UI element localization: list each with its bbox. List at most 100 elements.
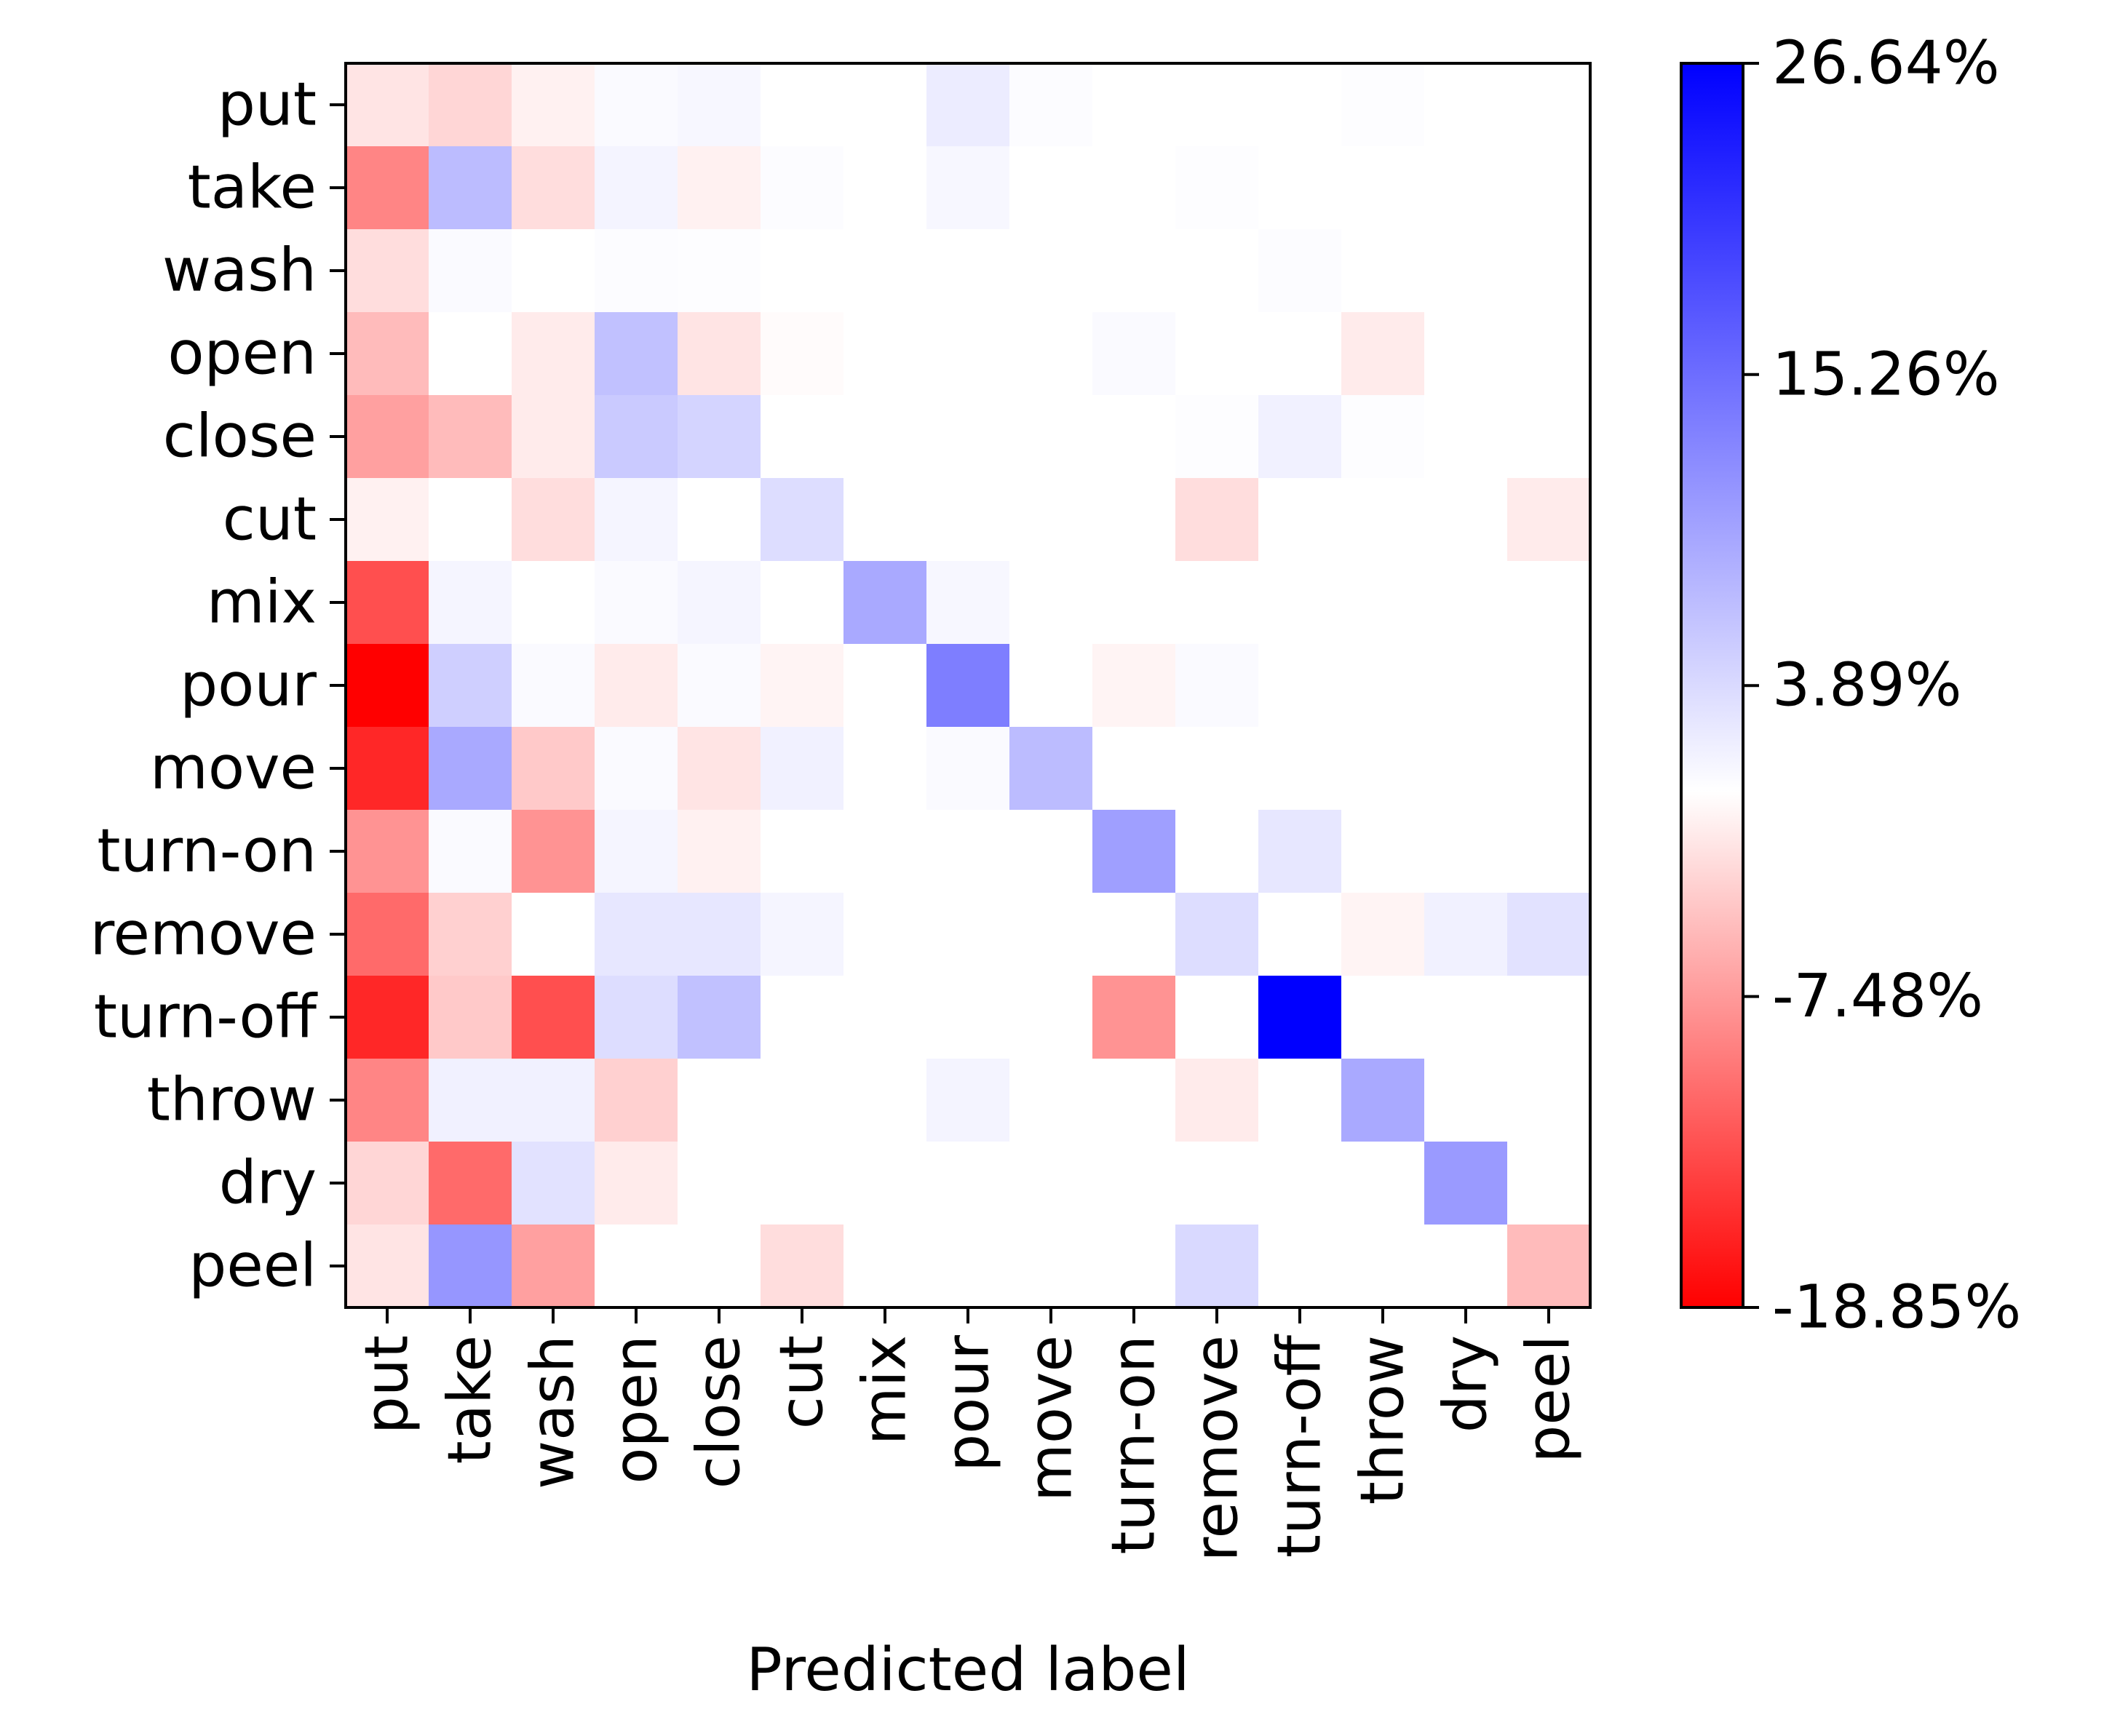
heatmap-cell — [1341, 395, 1425, 479]
x-tick-label: dry — [1432, 1335, 1501, 1433]
heatmap-cell — [429, 1059, 512, 1142]
heatmap-cell — [926, 976, 1010, 1059]
heatmap-cell — [1507, 478, 1591, 562]
heatmap-cell — [843, 229, 927, 313]
y-tick-label: open — [167, 319, 317, 389]
x-tick-label: pour — [934, 1335, 1003, 1472]
heatmap-cell — [761, 810, 844, 893]
heatmap-cell — [761, 312, 844, 396]
heatmap-cell — [1258, 810, 1342, 893]
heatmap-cell — [678, 395, 761, 479]
heatmap-cell — [512, 893, 595, 976]
y-tick-label: turn-off — [94, 983, 319, 1052]
heatmap-cell — [926, 395, 1010, 479]
heatmap-cell — [1258, 727, 1342, 811]
heatmap-cell — [429, 1225, 512, 1308]
heatmap-cell — [595, 229, 678, 313]
heatmap-cell — [678, 63, 761, 147]
heatmap-cell — [1507, 727, 1591, 811]
heatmap-cell — [512, 63, 595, 147]
x-axis-ticks: put take wash open close cut mix pour move turn-o… — [353, 1307, 1584, 1561]
heatmap-cell — [429, 1142, 512, 1225]
heatmap-cell — [595, 1225, 678, 1308]
heatmap-cell — [1258, 1225, 1342, 1308]
heatmap-cell — [512, 644, 595, 728]
heatmap-cell — [926, 561, 1010, 645]
heatmap-cell — [926, 727, 1010, 811]
heatmap-cell — [346, 312, 429, 396]
heatmap-cell — [1507, 561, 1591, 645]
heatmap-cell — [1092, 312, 1176, 396]
heatmap-cell — [1009, 1225, 1093, 1308]
heatmap-cell — [1092, 229, 1176, 313]
heatmap-cell — [843, 312, 927, 396]
heatmap-cell — [595, 893, 678, 976]
heatmap-cell — [595, 810, 678, 893]
heatmap-cell — [1092, 63, 1176, 147]
heatmap-cell — [1341, 146, 1425, 230]
y-tick-label: turn-on — [97, 817, 317, 886]
x-tick-label: put — [353, 1335, 422, 1434]
heatmap-cell — [1507, 1225, 1591, 1308]
heatmap-cell — [1424, 893, 1508, 976]
heatmap-cell — [1258, 893, 1342, 976]
heatmap-cell — [1258, 1142, 1342, 1225]
heatmap-cell — [346, 63, 429, 147]
heatmap-cell — [1175, 893, 1259, 976]
heatmap-cell — [678, 229, 761, 313]
colorbar-tick-label: 26.64% — [1772, 29, 2000, 98]
heatmap-cell — [843, 63, 927, 147]
heatmap-cell — [1424, 1225, 1508, 1308]
x-tick-label: wash — [519, 1335, 588, 1489]
heatmap-cell — [429, 395, 512, 479]
heatmap-cell — [1507, 146, 1591, 230]
x-tick-label: close — [685, 1335, 754, 1489]
heatmap-cell — [1175, 976, 1259, 1059]
heatmap-cell — [1341, 63, 1425, 147]
heatmap-cell — [926, 63, 1010, 147]
heatmap-cell — [1175, 146, 1259, 230]
heatmap-cell — [1009, 229, 1093, 313]
heatmap-cell — [1175, 1142, 1259, 1225]
heatmap-cell — [926, 1225, 1010, 1308]
heatmap-cell — [678, 644, 761, 728]
heatmap-cell — [843, 727, 927, 811]
heatmap-cell — [1175, 561, 1259, 645]
heatmap-cell — [678, 976, 761, 1059]
heatmap-cell — [595, 146, 678, 230]
y-tick-label: move — [150, 734, 317, 803]
heatmap-cell — [843, 893, 927, 976]
heatmap-cell — [1341, 1225, 1425, 1308]
heatmap-cell — [346, 1059, 429, 1142]
heatmap-cell — [843, 395, 927, 479]
heatmap-cell — [1341, 893, 1425, 976]
heatmap-cell — [1175, 644, 1259, 728]
heatmap-cell — [1507, 976, 1591, 1059]
heatmap-cell — [512, 1225, 595, 1308]
heatmap-cell — [843, 1142, 927, 1225]
heatmap-cell — [595, 395, 678, 479]
heatmap-cell — [1009, 976, 1093, 1059]
heatmap-cell — [1341, 1059, 1425, 1142]
heatmap-cells — [346, 63, 1591, 1308]
heatmap-cell — [1092, 1059, 1176, 1142]
y-tick-label: pour — [180, 651, 317, 720]
y-tick-label: wash — [162, 236, 317, 306]
heatmap-cell — [1175, 312, 1259, 396]
heatmap-cell — [429, 561, 512, 645]
heatmap-cell — [346, 395, 429, 479]
heatmap-cell — [1424, 63, 1508, 147]
heatmap-cell — [678, 561, 761, 645]
heatmap-cell — [1341, 561, 1425, 645]
heatmap-cell — [1175, 395, 1259, 479]
heatmap-cell — [1507, 810, 1591, 893]
heatmap-cell — [595, 478, 678, 562]
heatmap-cell — [1341, 810, 1425, 893]
heatmap-cell — [595, 1059, 678, 1142]
heatmap-cell — [1175, 810, 1259, 893]
heatmap-cell — [346, 644, 429, 728]
heatmap-cell — [1507, 1142, 1591, 1225]
heatmap-cell — [1009, 312, 1093, 396]
y-tick-label: cut — [223, 485, 317, 554]
